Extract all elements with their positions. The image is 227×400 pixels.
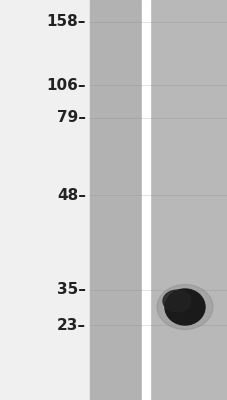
Ellipse shape [164, 289, 204, 325]
Text: 35–: 35– [57, 282, 86, 298]
Text: 23–: 23– [57, 318, 86, 332]
Bar [141, 0, 149, 400]
Ellipse shape [162, 290, 190, 312]
Text: 158–: 158– [46, 14, 86, 30]
Bar [149, 0, 227, 400]
Bar [90, 0, 141, 400]
Text: 79–: 79– [57, 110, 86, 126]
Ellipse shape [156, 284, 212, 330]
Text: 106–: 106– [46, 78, 86, 92]
Text: 48–: 48– [57, 188, 86, 202]
